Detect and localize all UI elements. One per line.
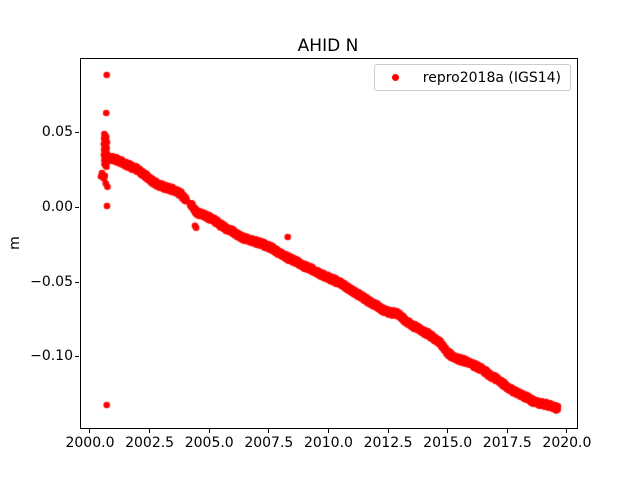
y-tick-mark xyxy=(75,132,79,134)
x-tick-label: 2012.5 xyxy=(363,435,413,451)
y-tick-mark xyxy=(75,281,79,283)
y-tick-mark xyxy=(75,356,79,358)
x-tick-mark xyxy=(149,429,151,433)
x-tick-label: 2017.5 xyxy=(482,435,532,451)
x-tick-mark xyxy=(566,429,568,433)
x-tick-mark xyxy=(89,429,91,433)
x-tick-label: 2007.5 xyxy=(244,435,294,451)
x-tick-label: 2000.0 xyxy=(65,435,115,451)
x-tick-label: 2005.0 xyxy=(184,435,234,451)
y-tick-mark xyxy=(75,207,79,209)
x-tick-label: 2010.0 xyxy=(303,435,353,451)
legend-label: repro2018a (IGS14) xyxy=(422,69,561,86)
y-axis-label: m xyxy=(7,236,23,250)
legend-dot-icon xyxy=(391,74,399,81)
y-tick-label: 0.05 xyxy=(41,124,73,141)
y-tick-label: −0.10 xyxy=(30,348,73,365)
plot-area: repro2018a (IGS14) xyxy=(80,58,578,429)
x-tick-label: 2015.0 xyxy=(423,435,473,451)
x-tick-mark xyxy=(327,429,329,433)
x-tick-mark xyxy=(506,429,508,433)
chart-title: AHID N xyxy=(297,36,359,56)
x-tick-mark xyxy=(208,429,210,433)
x-tick-mark xyxy=(268,429,270,433)
y-tick-label: 0.00 xyxy=(41,199,73,216)
x-tick-label: 2002.5 xyxy=(125,435,175,451)
scatter-canvas xyxy=(81,59,577,428)
x-tick-label: 2020.0 xyxy=(542,435,592,451)
x-tick-mark xyxy=(387,429,389,433)
legend: repro2018a (IGS14) xyxy=(373,64,571,91)
y-tick-label: −0.05 xyxy=(30,273,73,290)
x-tick-mark xyxy=(447,429,449,433)
